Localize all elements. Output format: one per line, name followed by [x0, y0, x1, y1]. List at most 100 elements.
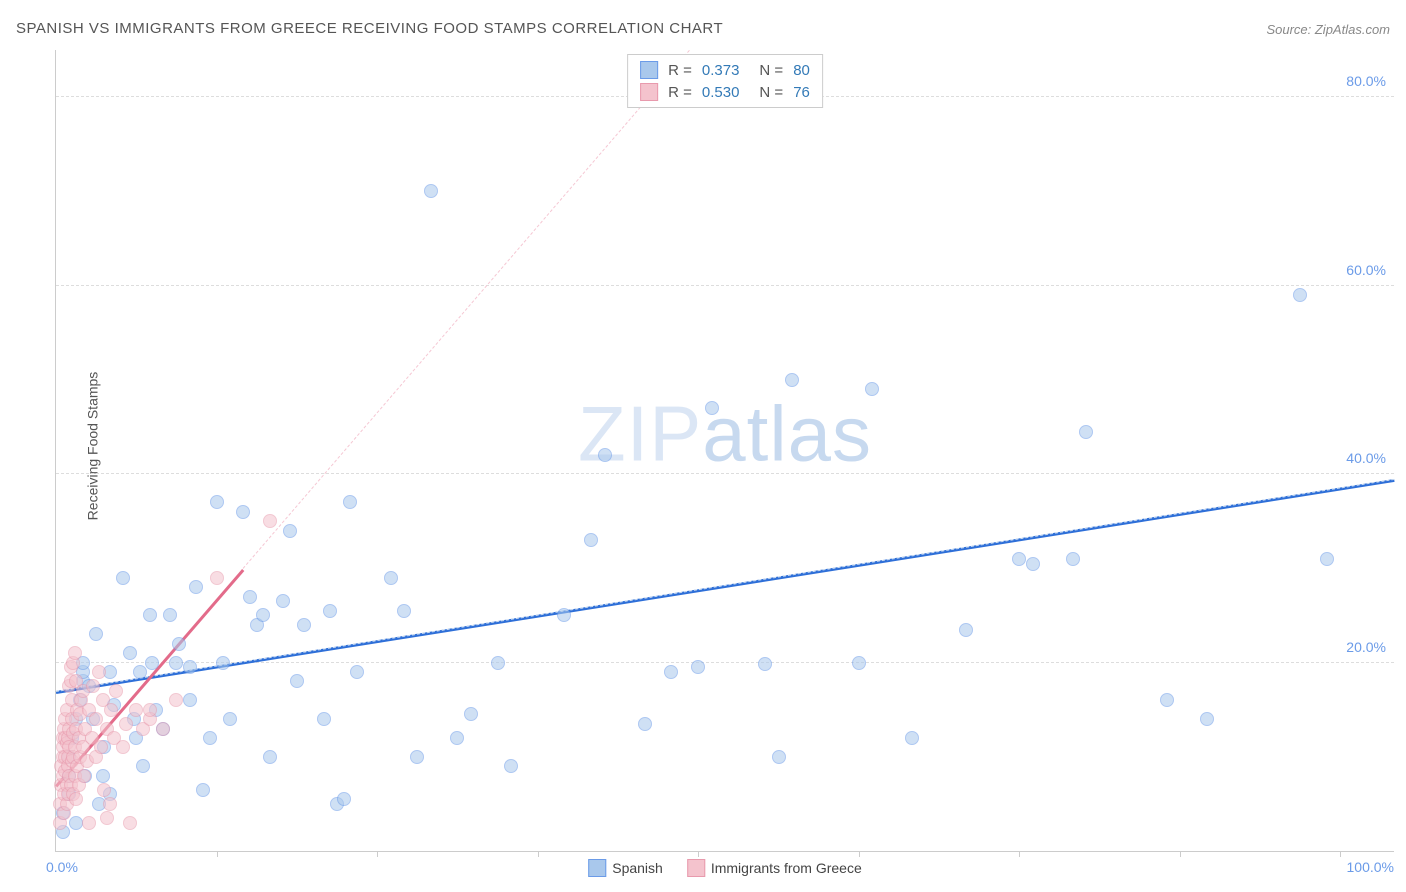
x-tick [698, 851, 699, 857]
data-point [77, 769, 91, 783]
legend-series: Spanish Immigrants from Greece [588, 859, 862, 877]
r-value: 0.373 [702, 62, 740, 79]
legend-label: Spanish [612, 860, 663, 876]
data-point [103, 797, 117, 811]
data-point [136, 759, 150, 773]
data-point [397, 604, 411, 618]
watermark: ZIPatlas [578, 389, 872, 480]
data-point [263, 514, 277, 528]
data-point [94, 740, 108, 754]
data-point [1293, 288, 1307, 302]
data-point [119, 717, 133, 731]
data-point [410, 750, 424, 764]
trend-line-extension [56, 479, 1394, 692]
data-point [638, 717, 652, 731]
x-tick [538, 851, 539, 857]
data-point [1079, 425, 1093, 439]
legend-swatch [640, 61, 658, 79]
watermark-light: atlas [702, 390, 872, 478]
data-point [143, 608, 157, 622]
data-point [123, 646, 137, 660]
data-point [256, 608, 270, 622]
data-point [69, 792, 83, 806]
data-point [86, 679, 100, 693]
x-origin-label: 0.0% [46, 859, 78, 875]
chart-title: SPANISH VS IMMIGRANTS FROM GREECE RECEIV… [16, 20, 723, 37]
data-point [350, 665, 364, 679]
data-point [96, 769, 110, 783]
data-point [172, 637, 186, 651]
data-point [705, 401, 719, 415]
data-point [464, 707, 478, 721]
legend-swatch [640, 83, 658, 101]
data-point [785, 373, 799, 387]
data-point [758, 657, 772, 671]
data-point [97, 783, 111, 797]
data-point [116, 740, 130, 754]
y-tick-label: 20.0% [1346, 639, 1386, 655]
legend-swatch [687, 859, 705, 877]
data-point [1320, 552, 1334, 566]
data-point [584, 533, 598, 547]
data-point [276, 594, 290, 608]
data-point [223, 712, 237, 726]
gridline [56, 285, 1394, 286]
data-point [100, 811, 114, 825]
data-point [216, 656, 230, 670]
data-point [236, 505, 250, 519]
data-point [169, 656, 183, 670]
n-label: N = [759, 62, 783, 79]
n-label: N = [759, 84, 783, 101]
data-point [89, 627, 103, 641]
data-point [491, 656, 505, 670]
data-point [384, 571, 398, 585]
r-label: R = [668, 84, 692, 101]
data-point [189, 580, 203, 594]
data-point [129, 703, 143, 717]
data-point [183, 693, 197, 707]
data-point [959, 623, 973, 637]
data-point [210, 571, 224, 585]
data-point [424, 184, 438, 198]
legend-stats: R =0.373N =80R =0.530N =76 [627, 54, 823, 108]
data-point [504, 759, 518, 773]
legend-stat-row: R = 0.530 N = 76 [640, 81, 810, 103]
data-point [145, 656, 159, 670]
data-point [163, 608, 177, 622]
data-point [183, 660, 197, 674]
data-point [196, 783, 210, 797]
r-value: 0.530 [702, 84, 740, 101]
r-label: R = [668, 62, 692, 79]
legend-label: Immigrants from Greece [711, 860, 862, 876]
data-point [450, 731, 464, 745]
data-point [243, 590, 257, 604]
data-point [82, 816, 96, 830]
data-point [104, 703, 118, 717]
data-point [68, 646, 82, 660]
source-credit: Source: ZipAtlas.com [1266, 22, 1390, 37]
plot-area: ZIPatlas R =0.373N =80R =0.530N =76 0.0%… [55, 50, 1394, 852]
data-point [865, 382, 879, 396]
data-point [263, 750, 277, 764]
data-point [210, 495, 224, 509]
data-point [317, 712, 331, 726]
data-point [691, 660, 705, 674]
x-tick [1340, 851, 1341, 857]
x-tick [217, 851, 218, 857]
data-point [1066, 552, 1080, 566]
data-point [116, 571, 130, 585]
x-tick [377, 851, 378, 857]
data-point [323, 604, 337, 618]
x-tick [1180, 851, 1181, 857]
data-point [664, 665, 678, 679]
x-tick [1019, 851, 1020, 857]
n-value: 76 [793, 84, 810, 101]
data-point [92, 665, 106, 679]
data-point [1026, 557, 1040, 571]
data-point [133, 665, 147, 679]
data-point [1160, 693, 1174, 707]
data-point [143, 703, 157, 717]
data-point [772, 750, 786, 764]
y-tick-label: 80.0% [1346, 73, 1386, 89]
data-point [1012, 552, 1026, 566]
